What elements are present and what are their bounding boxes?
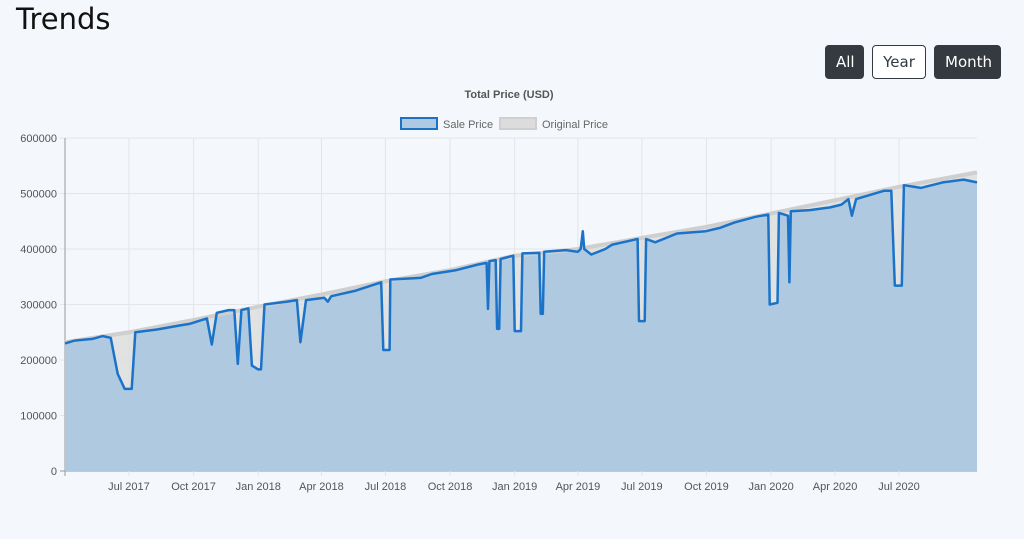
x-tick-label: Jul 2018 (365, 481, 407, 493)
x-tick-label: Apr 2020 (813, 481, 858, 493)
x-tick-label: Jan 2018 (236, 481, 281, 493)
sale-price-line (64, 178, 978, 391)
legend-sale-price-label[interactable]: Sale Price (443, 119, 493, 131)
x-tick-label: Jul 2017 (108, 481, 150, 493)
x-tick-label: Jan 2020 (748, 481, 793, 493)
y-tick-label: 400000 (20, 244, 57, 256)
page-title: Trends (16, 2, 111, 36)
y-tick-label: 0 (51, 466, 57, 478)
x-tick-label: Jul 2019 (621, 481, 663, 493)
y-tick-label: 300000 (20, 300, 57, 312)
legend-original-price-label[interactable]: Original Price (542, 119, 608, 131)
month-button[interactable]: Month (934, 45, 1001, 79)
year-button[interactable]: Year (872, 45, 926, 79)
x-tick-label: Oct 2019 (684, 481, 729, 493)
y-tick-label: 500000 (20, 189, 57, 201)
range-toggle: All Year Month (825, 45, 1001, 79)
sale-price-area (65, 179, 977, 471)
chart-title: Total Price (USD) (464, 89, 553, 101)
y-tick-label: 200000 (20, 355, 57, 367)
x-tick-label: Apr 2018 (299, 481, 344, 493)
x-tick-label: Apr 2019 (556, 481, 601, 493)
all-button[interactable]: All (825, 45, 864, 79)
x-tick-label: Jul 2020 (878, 481, 920, 493)
y-tick-label: 600000 (20, 133, 57, 145)
x-tick-label: Oct 2018 (428, 481, 473, 493)
legend-sale-price-swatch[interactable] (400, 117, 438, 130)
x-tick-label: Oct 2017 (171, 481, 216, 493)
y-tick-label: 100000 (20, 411, 57, 423)
legend-original-price-swatch[interactable] (499, 117, 537, 130)
x-tick-label: Jan 2019 (492, 481, 537, 493)
